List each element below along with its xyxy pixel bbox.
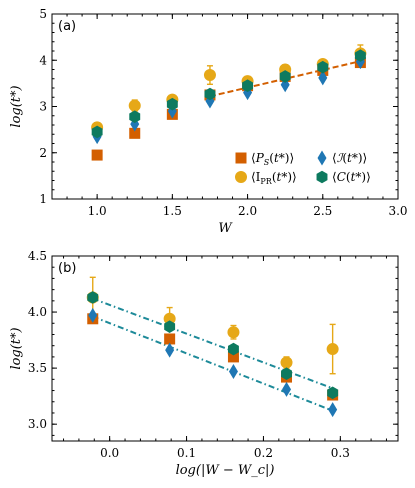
y-tick-label: 5: [39, 7, 47, 21]
data-point-PS: [129, 127, 141, 139]
panel-label: (a): [58, 19, 76, 34]
data-point-C: [354, 49, 366, 62]
y-tick-label: 3.5: [28, 361, 47, 375]
data-point-C: [327, 386, 339, 400]
legend-label-C: ⟨C(t*)⟩: [332, 170, 371, 184]
y-tick-label: 3.0: [28, 417, 47, 431]
y-axis-label: log(t*): [9, 85, 24, 127]
data-point-C: [91, 125, 103, 139]
y-tick-label: 4.5: [28, 249, 47, 263]
legend-label-I: ⟨ℐ(t*)⟩: [332, 151, 367, 165]
data-point-I: [165, 342, 175, 358]
data-point-PS: [164, 333, 176, 345]
data-point-C: [164, 320, 176, 333]
legend-marker-PS: [235, 152, 247, 164]
x-tick-label: 0.2: [254, 446, 273, 460]
chart-panel-b: 0.0 0.1 0.2 0.3 3.0 3.5 4.0 4.5 (b) log(|W − W_c|…: [9, 249, 399, 478]
x-tick-label: 1.5: [163, 204, 182, 218]
data-point-C: [228, 342, 239, 356]
x-tick-label: 0.3: [331, 446, 350, 460]
data-point-IPR: [203, 69, 216, 82]
x-tick-label: 1.0: [88, 204, 107, 218]
legend-marker-I: [317, 150, 327, 166]
data-point-IPR: [128, 99, 141, 112]
data-point-C: [279, 70, 291, 83]
data-point-C: [317, 60, 329, 74]
data-point-C: [166, 97, 178, 111]
y-tick-label: 4.0: [28, 305, 47, 319]
data-point-I: [318, 70, 328, 86]
fit-line: [92, 315, 334, 412]
data-point-I: [282, 381, 292, 397]
fit-line: [92, 297, 333, 390]
data-point-PS: [227, 351, 239, 363]
data-point-C: [281, 367, 292, 381]
x-tick-label: 2.0: [238, 204, 257, 218]
data-point-C: [204, 87, 216, 101]
plot-frame: [51, 255, 399, 442]
legend-marker-C: [316, 170, 328, 184]
x-axis-label: log(|W − W_c|): [176, 463, 275, 478]
data-point-C: [242, 79, 254, 92]
data-point-I: [88, 307, 98, 323]
x-tick-label: 0.0: [100, 446, 119, 460]
legend-label-IPR: ⟨IPR(t*)⟩: [251, 170, 297, 186]
y-tick-label: 4: [39, 53, 47, 67]
y-tick-label: 1: [39, 192, 47, 206]
x-axis-label: W: [218, 221, 233, 236]
data-point-I: [328, 402, 338, 418]
data-point-IPR: [163, 312, 176, 325]
data-point-IPR: [227, 326, 240, 339]
data-point-C: [129, 110, 141, 123]
panel-label: (b): [58, 261, 76, 276]
legend-marker-IPR: [235, 171, 247, 183]
data-point-IPR: [326, 343, 339, 356]
legend: ⟨PS(t*)⟩ ⟨ℐ(t*)⟩ ⟨IPR(t*)⟩ ⟨C(t*)⟩: [235, 150, 371, 186]
y-tick-label: 2: [39, 146, 47, 160]
legend-label-PS: ⟨PS(t*)⟩: [251, 151, 294, 167]
x-tick-label: 3.0: [388, 204, 407, 218]
y-axis-label: log(t*): [9, 327, 24, 369]
x-tick-label: 2.5: [313, 204, 332, 218]
y-tick-label: 3: [39, 100, 47, 114]
data-point-I: [228, 363, 238, 379]
data-point-IPR: [280, 356, 293, 369]
data-point-C: [87, 291, 99, 304]
data-point-PS: [91, 149, 103, 161]
x-tick-label: 0.1: [177, 446, 196, 460]
